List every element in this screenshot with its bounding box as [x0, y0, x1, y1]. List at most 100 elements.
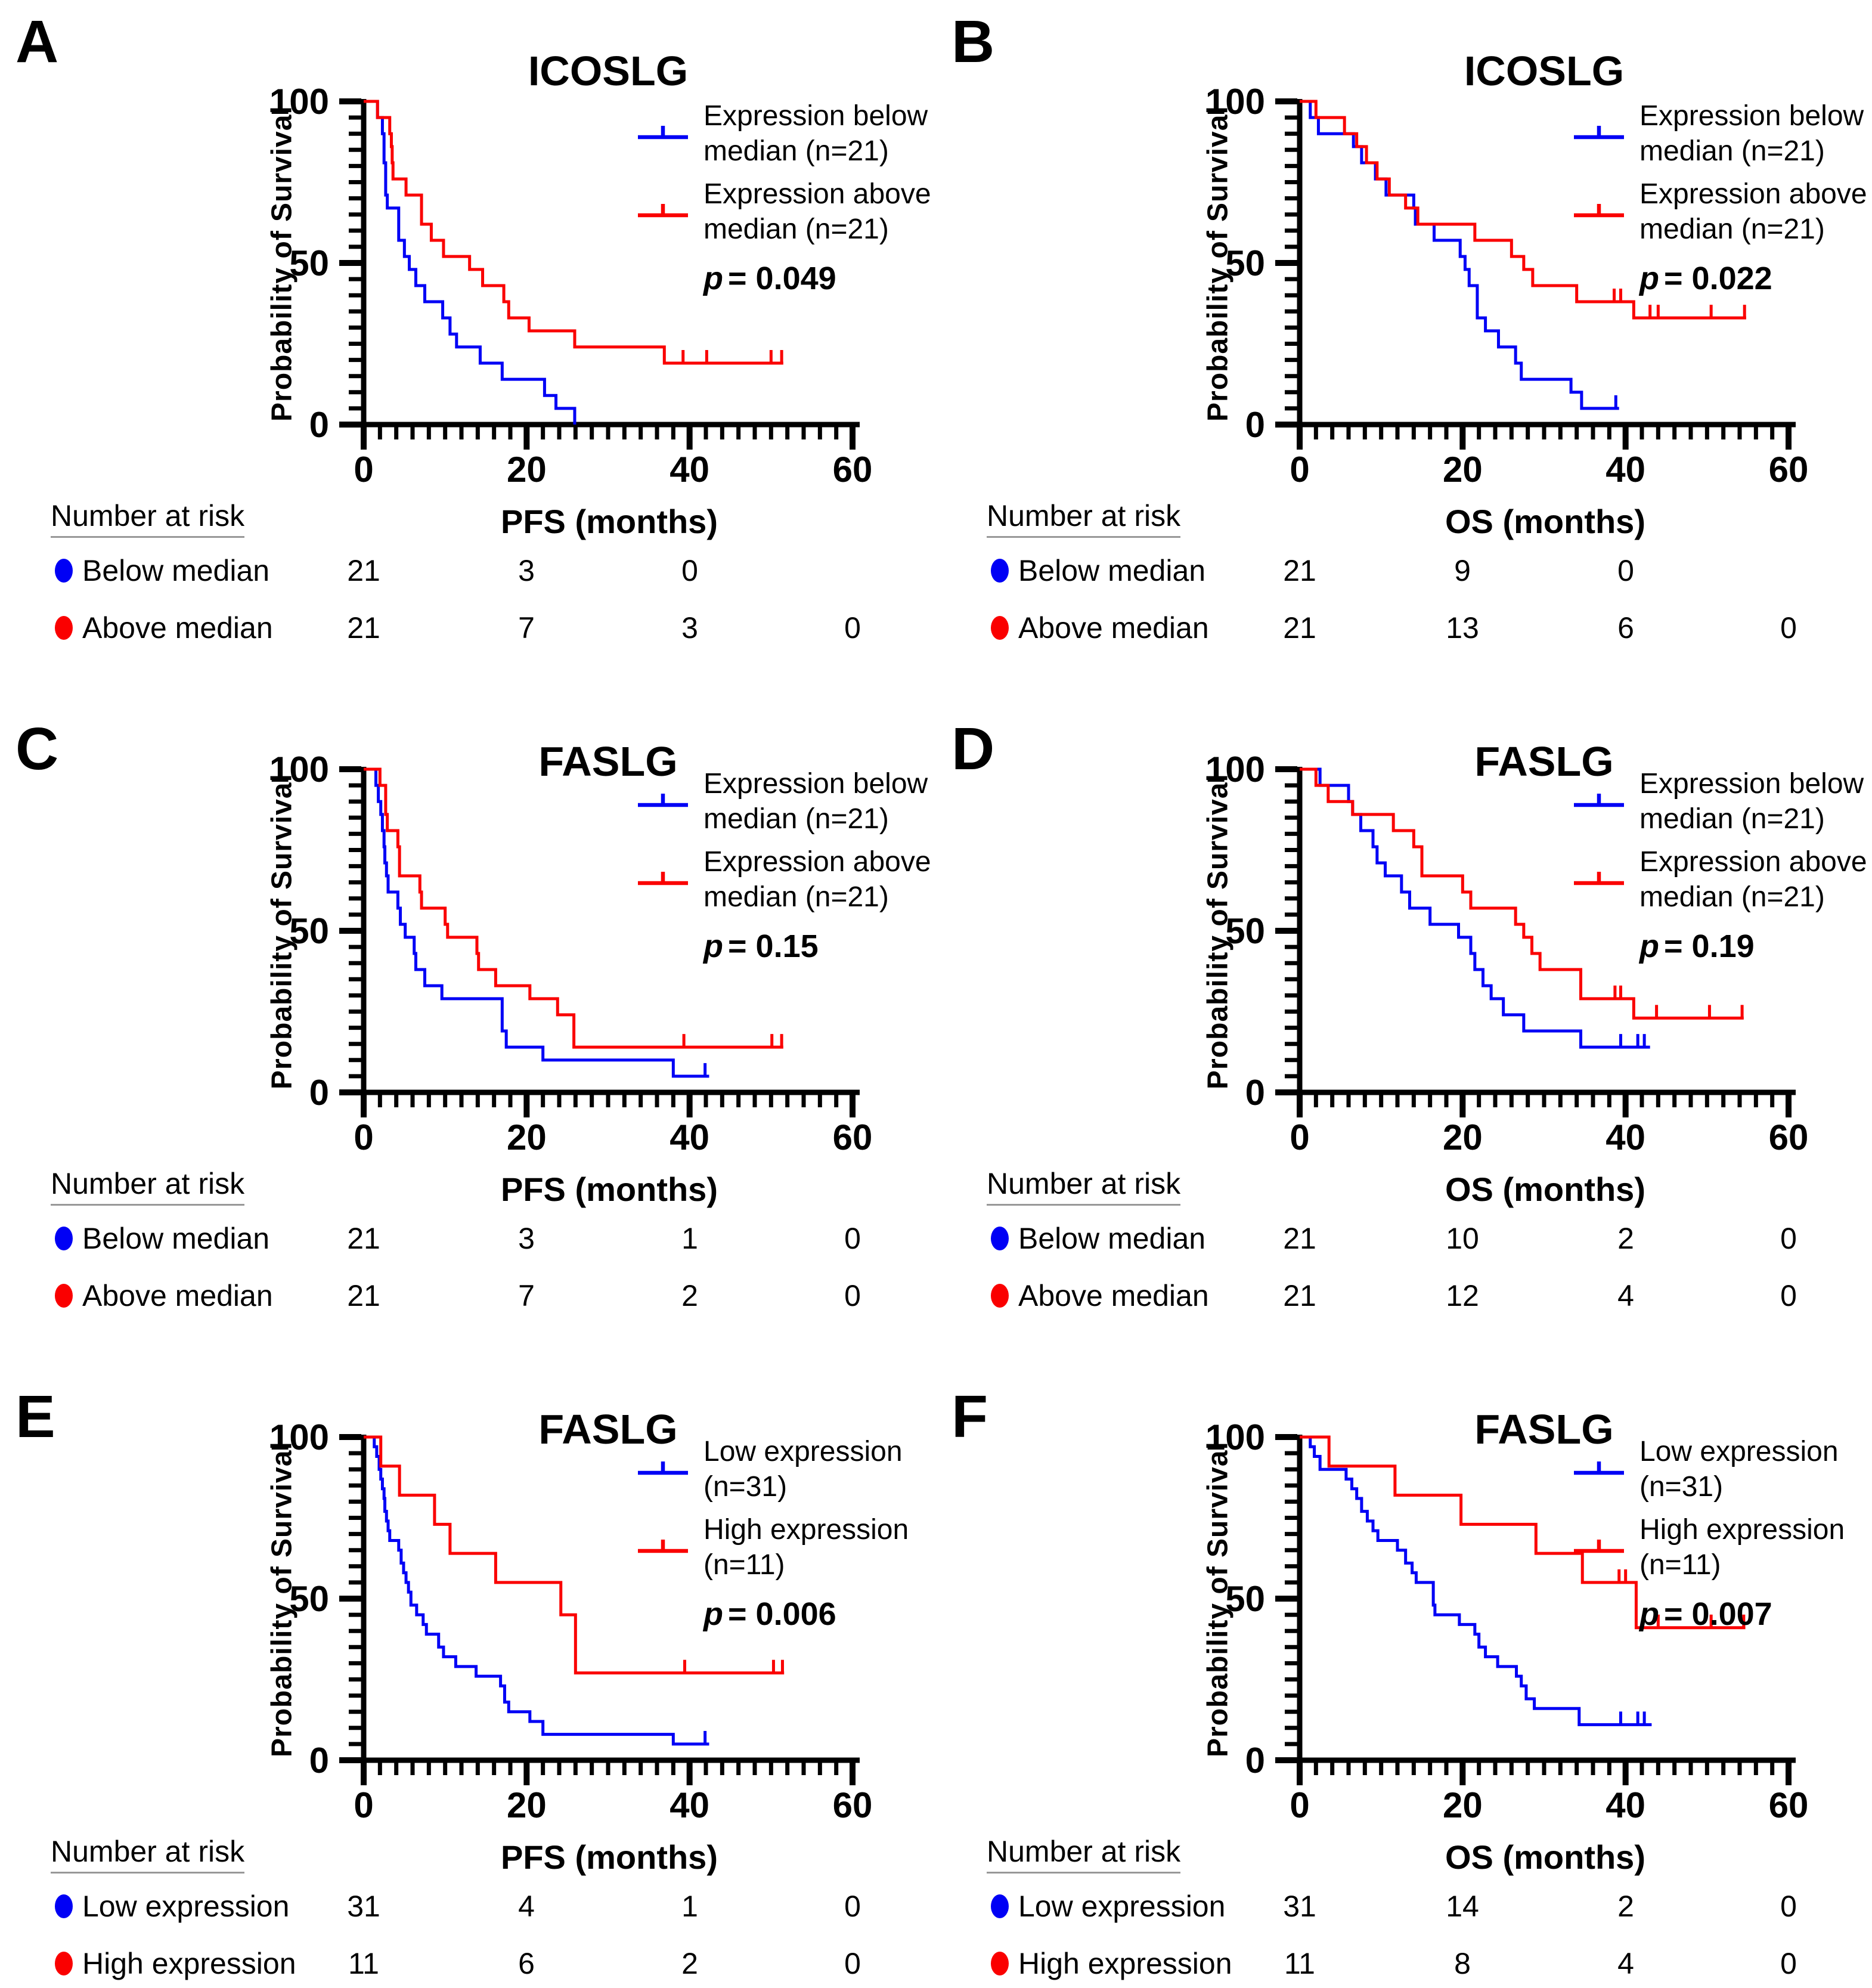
risk-count: 13: [1446, 611, 1479, 645]
censor-marker-icon: [1574, 1461, 1624, 1475]
risk-count: 31: [1283, 1890, 1316, 1923]
svg-text:20: 20: [1443, 450, 1483, 490]
risk-count: 4: [1617, 1279, 1634, 1312]
svg-text:0: 0: [1290, 1785, 1309, 1825]
km-panel: D FASLG Probability of Survival 0 50 100 0 2…: [936, 668, 1872, 1336]
risk-row: Below median 21 10 2 0: [936, 1221, 1872, 1258]
km-plot-svg: 0 50 100 0 20 40 60: [269, 750, 872, 1157]
legend: Expression below median (n=21) Expressio…: [637, 767, 935, 965]
km-plot-svg: 0 50 100 0 20 40 60: [1205, 1417, 1809, 1825]
legend-label: Expression above median (n=21): [703, 846, 931, 913]
risk-row-label: Above median: [1018, 611, 1209, 645]
risk-count: 3: [518, 1222, 535, 1255]
risk-count: 4: [1617, 1947, 1634, 1980]
risk-count: 0: [1780, 1222, 1797, 1255]
risk-count: 12: [1446, 1279, 1479, 1312]
svg-text:40: 40: [1606, 1117, 1645, 1157]
legend-entry: Expression below median (n=21): [1573, 767, 1871, 837]
risk-row-label: Above median: [82, 611, 273, 645]
svg-text:50: 50: [289, 1579, 329, 1619]
svg-text:0: 0: [1245, 405, 1265, 445]
risk-count: 21: [1283, 554, 1316, 587]
svg-text:40: 40: [670, 1117, 709, 1157]
svg-text:50: 50: [289, 911, 329, 951]
risk-count: 0: [1780, 1279, 1797, 1312]
series-dot-icon: [991, 1894, 1009, 1918]
svg-text:50: 50: [289, 243, 329, 283]
legend-entry: High expression (n=11): [1573, 1513, 1871, 1583]
x-axis-label: PFS (months): [501, 1170, 718, 1208]
p-value: p = 0.007: [1639, 1596, 1772, 1633]
legend-entry: Expression below median (n=21): [637, 767, 935, 837]
risk-count: 21: [347, 1279, 380, 1312]
svg-text:0: 0: [309, 405, 329, 445]
km-panel: B ICOSLG Probability of Survival 0 50 100 0…: [936, 0, 1872, 668]
censor-marker-icon: [1574, 793, 1624, 807]
legend: Expression below median (n=21) Expressio…: [1573, 99, 1871, 297]
svg-text:50: 50: [1225, 243, 1265, 283]
x-axis-label: OS (months): [1445, 1838, 1645, 1876]
svg-text:40: 40: [670, 450, 709, 490]
risk-count: 3: [681, 611, 698, 645]
risk-row-label: Below median: [82, 554, 270, 587]
km-plot-svg: 0 50 100 0 20 40 60: [1205, 750, 1808, 1157]
risk-count: 9: [1454, 554, 1471, 587]
risk-row-label: High expression: [1018, 1947, 1232, 1980]
legend-entry: High expression (n=11): [637, 1513, 935, 1583]
series-dot-icon: [55, 1284, 73, 1308]
risk-row: Above median 21 12 4 0: [936, 1278, 1872, 1315]
risk-count: 0: [844, 1890, 861, 1923]
risk-count: 0: [1780, 1947, 1797, 1980]
svg-text:40: 40: [670, 1785, 709, 1825]
risk-count: 0: [1780, 611, 1797, 645]
risk-count: 31: [347, 1890, 380, 1923]
legend-entry: Expression below median (n=21): [1573, 99, 1871, 169]
svg-text:60: 60: [1769, 1785, 1809, 1825]
x-axis-label: PFS (months): [501, 1838, 718, 1876]
risk-row-label: High expression: [82, 1947, 296, 1980]
risk-count: 21: [1283, 1222, 1316, 1255]
km-panel: A ICOSLG Probability of Survival 0 50 100 0…: [0, 0, 936, 668]
series-dot-icon: [991, 1284, 1009, 1308]
chart-title: ICOSLG: [528, 48, 689, 94]
risk-row: Low expression 31 14 2 0: [936, 1889, 1872, 1926]
svg-text:60: 60: [833, 1785, 873, 1825]
risk-count: 4: [518, 1890, 535, 1923]
censor-marker-icon: [1574, 125, 1624, 139]
series-dot-icon: [55, 616, 73, 640]
legend-entry: Expression above median (n=21): [1573, 177, 1871, 247]
risk-count: 21: [347, 611, 380, 645]
censor-marker-icon: [638, 203, 688, 217]
series-dot-icon: [991, 616, 1009, 640]
risk-count: 2: [681, 1279, 698, 1312]
svg-text:0: 0: [354, 1785, 373, 1825]
risk-row-label: Below median: [1018, 554, 1206, 587]
svg-text:0: 0: [1245, 1741, 1265, 1780]
risk-count: 8: [1454, 1947, 1471, 1980]
risk-count: 0: [844, 1279, 861, 1312]
panel-letter: C: [16, 716, 59, 782]
km-panel: F FASLG Probability of Survival 0 50 100 0 2…: [936, 1336, 1872, 1988]
risk-count: 6: [518, 1947, 535, 1980]
legend: Expression below median (n=21) Expressio…: [1573, 767, 1871, 965]
legend-label: Low expression (n=31): [703, 1436, 903, 1503]
svg-text:0: 0: [309, 1073, 329, 1113]
risk-count: 10: [1446, 1222, 1479, 1255]
chart-title: FASLG: [538, 1406, 678, 1453]
censor-marker-icon: [638, 1461, 688, 1475]
risk-count: 1: [681, 1222, 698, 1255]
risk-count: 7: [518, 1279, 535, 1312]
panel-letter: E: [16, 1383, 55, 1450]
risk-count: 6: [1617, 611, 1634, 645]
legend-entry: Expression above median (n=21): [637, 845, 935, 915]
legend-label: High expression (n=11): [1639, 1514, 1845, 1581]
p-value: p = 0.006: [703, 1596, 836, 1633]
risk-count: 14: [1446, 1890, 1479, 1923]
risk-count: 2: [1617, 1890, 1634, 1923]
risk-row: Below median 21 3 1 0: [0, 1221, 936, 1258]
risk-row: Above median 21 7 2 0: [0, 1278, 936, 1315]
legend-label: High expression (n=11): [703, 1514, 909, 1581]
legend-entry: Expression above median (n=21): [637, 177, 935, 247]
svg-text:60: 60: [833, 450, 873, 490]
risk-table-header: Number at risk: [51, 498, 245, 538]
